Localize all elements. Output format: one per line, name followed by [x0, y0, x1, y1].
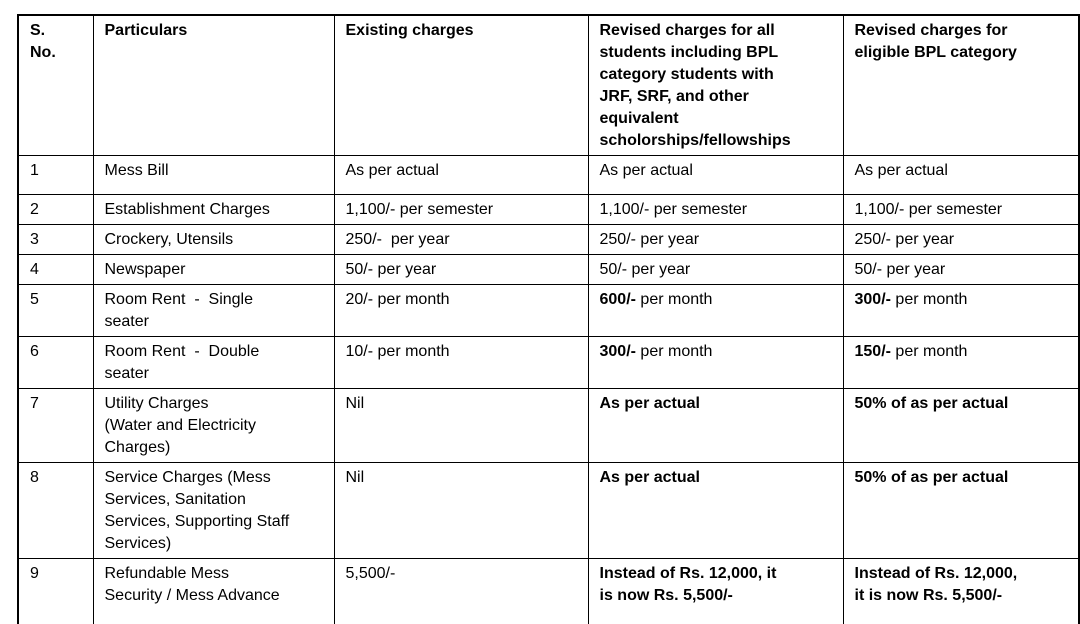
cell-revised_bpl: 50/- per year: [842, 254, 1080, 285]
cell-revised_bpl: As per actual: [842, 155, 1080, 195]
table-row: 9 Refundable Mess Security / Mess Advance 5…: [17, 558, 1080, 624]
cell-revised_bpl: 150/- per month: [842, 336, 1080, 389]
cell-particulars: Room Rent - Double seater: [92, 336, 335, 389]
charges-table-container: S. No. Particulars Existing charges Revised …: [17, 14, 1080, 624]
column-header-particulars: Particulars: [92, 14, 335, 156]
cell-particulars: Mess Bill: [92, 155, 335, 195]
table-header: S. No. Particulars Existing charges Revised …: [17, 14, 1080, 156]
cell-revised_bpl: 300/- per month: [842, 284, 1080, 337]
cell-sno: 3: [17, 224, 94, 255]
table-row: 2 Establishment Charges 1,100/- per semest…: [17, 194, 1080, 225]
column-header-revised_all: Revised charges for all students includin…: [587, 14, 844, 156]
cell-particulars: Room Rent - Single seater: [92, 284, 335, 337]
cell-revised_all: 1,100/- per semester: [587, 194, 844, 225]
cell-existing: 1,100/- per semester: [333, 194, 589, 225]
cell-revised_bpl: 1,100/- per semester: [842, 194, 1080, 225]
cell-revised_bpl: Instead of Rs. 12,000, it is now Rs. 5,50…: [842, 558, 1080, 624]
table-row: 8 Service Charges (Mess Services, Sanitati…: [17, 462, 1080, 559]
cell-sno: 4: [17, 254, 94, 285]
cell-particulars: Refundable Mess Security / Mess Advance: [92, 558, 335, 624]
cell-existing: 5,500/-: [333, 558, 589, 624]
table-row: 3 Crockery, Utensils 250/- per year 250/- p…: [17, 224, 1080, 255]
cell-sno: 8: [17, 462, 94, 559]
cell-revised_bpl: 50% of as per actual: [842, 462, 1080, 559]
cell-revised_all: 50/- per year: [587, 254, 844, 285]
cell-existing: 10/- per month: [333, 336, 589, 389]
cell-revised_all: As per actual: [587, 388, 844, 463]
cell-revised_bpl: 250/- per year: [842, 224, 1080, 255]
cell-existing: Nil: [333, 388, 589, 463]
table-row: 1 Mess Bill As per actual As per actual As p…: [17, 155, 1080, 195]
cell-revised_bpl: 50% of as per actual: [842, 388, 1080, 463]
cell-existing: 20/- per month: [333, 284, 589, 337]
cell-existing: 250/- per year: [333, 224, 589, 255]
column-header-existing: Existing charges: [333, 14, 589, 156]
cell-revised_all: 250/- per year: [587, 224, 844, 255]
cell-sno: 1: [17, 155, 94, 195]
cell-sno: 7: [17, 388, 94, 463]
column-header-revised_bpl: Revised charges for eligible BPL category: [842, 14, 1080, 156]
cell-particulars: Establishment Charges: [92, 194, 335, 225]
cell-particulars: Newspaper: [92, 254, 335, 285]
cell-sno: 2: [17, 194, 94, 225]
cell-sno: 5: [17, 284, 94, 337]
cell-existing: 50/- per year: [333, 254, 589, 285]
cell-sno: 6: [17, 336, 94, 389]
cell-revised_all: 600/- per month: [587, 284, 844, 337]
cell-existing: Nil: [333, 462, 589, 559]
cell-particulars: Crockery, Utensils: [92, 224, 335, 255]
cell-existing: As per actual: [333, 155, 589, 195]
table-row: 4 Newspaper 50/- per year 50/- per year 50/-…: [17, 254, 1080, 285]
cell-revised_all: As per actual: [587, 155, 844, 195]
table-row: 6 Room Rent - Double seater 10/- per month 3…: [17, 336, 1080, 389]
table-body: 1 Mess Bill As per actual As per actual As p…: [17, 155, 1080, 624]
charges-table: S. No. Particulars Existing charges Revised …: [17, 14, 1080, 624]
table-row: 7 Utility Charges (Water and Electricity Ch…: [17, 388, 1080, 463]
cell-revised_all: 300/- per month: [587, 336, 844, 389]
cell-sno: 9: [17, 558, 94, 624]
cell-particulars: Service Charges (Mess Services, Sanitatio…: [92, 462, 335, 559]
table-row: 5 Room Rent - Single seater 20/- per month 6…: [17, 284, 1080, 337]
column-header-sno: S. No.: [17, 14, 94, 156]
header-row: S. No. Particulars Existing charges Revised …: [17, 14, 1080, 156]
cell-revised_all: Instead of Rs. 12,000, it is now Rs. 5,50…: [587, 558, 844, 624]
cell-revised_all: As per actual: [587, 462, 844, 559]
cell-particulars: Utility Charges (Water and Electricity Cha…: [92, 388, 335, 463]
